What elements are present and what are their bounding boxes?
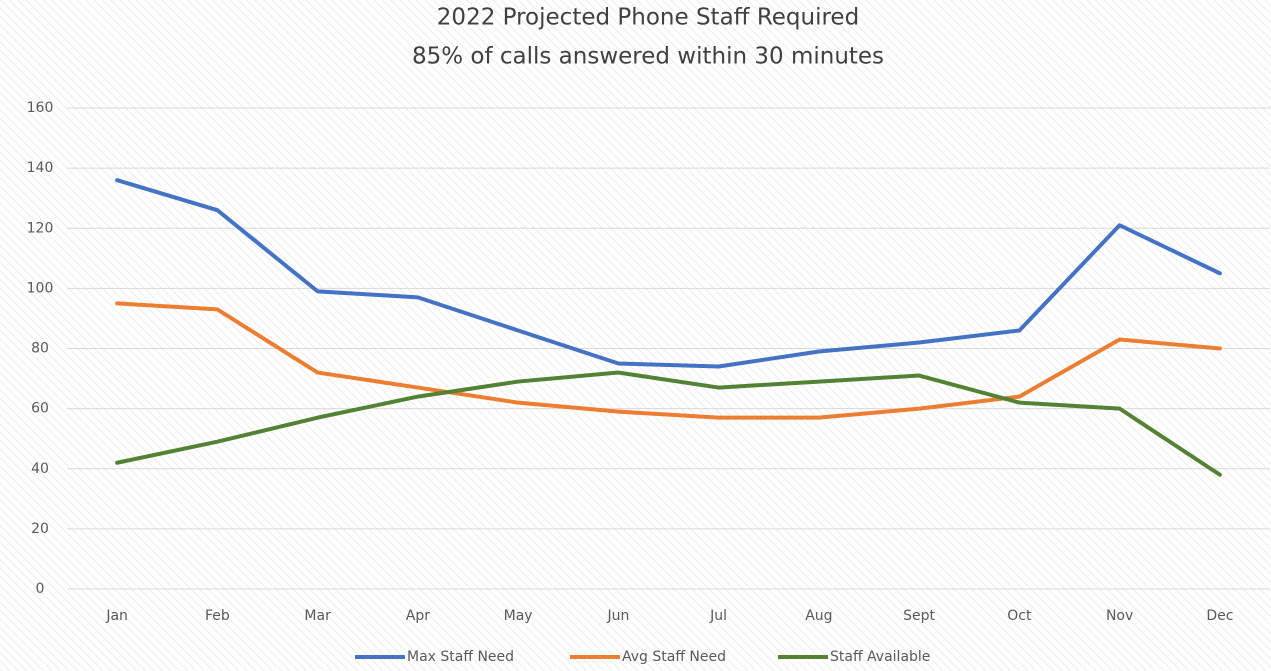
x-tick-label: Jan bbox=[105, 608, 128, 624]
legend-label: Staff Available bbox=[830, 649, 930, 665]
y-tick-label: 40 bbox=[31, 461, 49, 477]
x-tick-label: Oct bbox=[1007, 608, 1032, 624]
y-tick-label: 80 bbox=[31, 341, 49, 357]
x-tick-label: Mar bbox=[304, 608, 331, 624]
y-tick-label: 60 bbox=[31, 401, 49, 417]
y-tick-label: 140 bbox=[27, 160, 54, 176]
x-tick-label: Sept bbox=[903, 608, 935, 624]
legend-label: Max Staff Need bbox=[407, 649, 514, 665]
y-tick-label: 160 bbox=[27, 100, 54, 116]
series-line bbox=[115, 301, 1222, 420]
y-tick-label: 100 bbox=[27, 280, 54, 296]
x-tick-label: Dec bbox=[1206, 608, 1233, 624]
x-tick-label: May bbox=[504, 608, 533, 624]
x-tick-label: Jun bbox=[606, 608, 629, 624]
chart-subtitle: 85% of calls answered within 30 minutes bbox=[412, 44, 884, 70]
y-tick-label: 20 bbox=[31, 521, 49, 537]
chart-title: 2022 Projected Phone Staff Required bbox=[437, 5, 859, 31]
y-tick-label: 120 bbox=[27, 220, 54, 236]
legend-label: Avg Staff Need bbox=[622, 649, 726, 665]
series-line bbox=[115, 178, 1222, 369]
x-tick-label: Feb bbox=[205, 608, 230, 624]
x-tick-label: Aug bbox=[805, 608, 832, 624]
x-tick-label: Apr bbox=[406, 608, 430, 624]
x-tick-label: Nov bbox=[1106, 608, 1133, 624]
x-tick-label: Jul bbox=[709, 608, 727, 624]
series-line bbox=[115, 370, 1222, 477]
y-tick-label: 0 bbox=[36, 581, 45, 597]
